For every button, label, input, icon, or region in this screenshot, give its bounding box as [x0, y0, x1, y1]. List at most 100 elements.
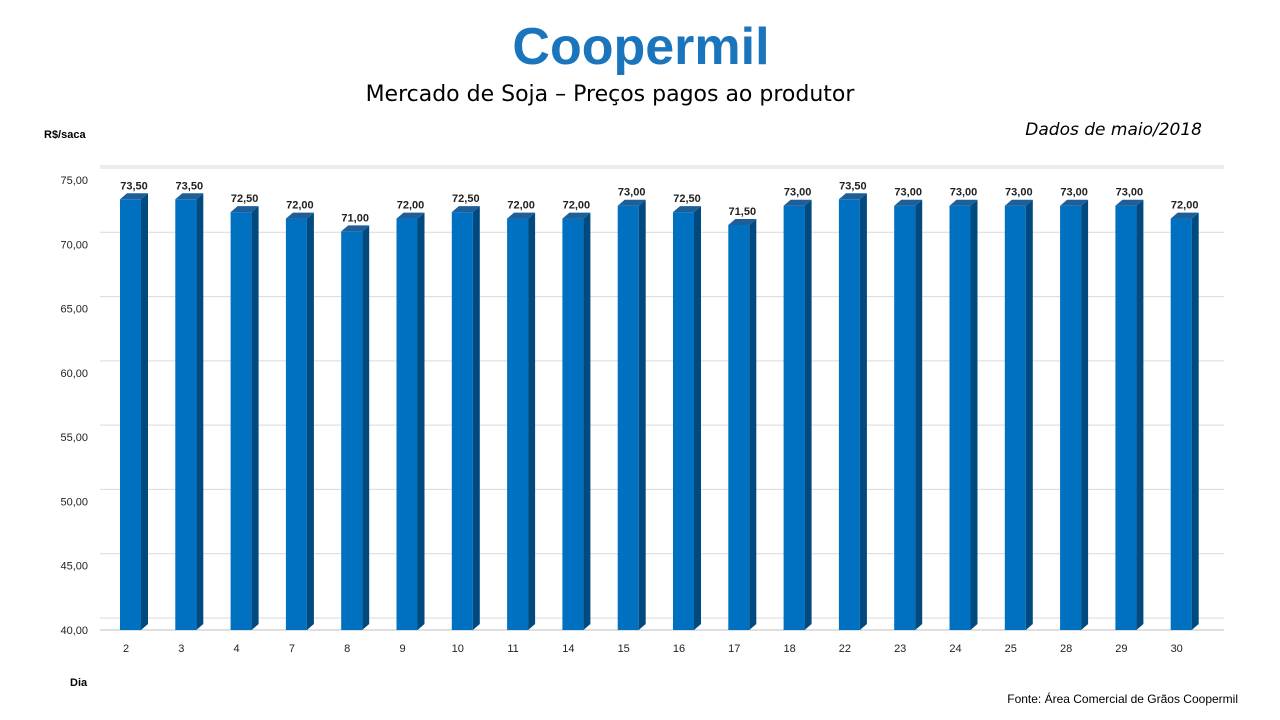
- bar: [728, 225, 750, 630]
- x-tick-label: 17: [728, 643, 740, 655]
- chart-title: Mercado de Soja – Preços pagos ao produt…: [365, 82, 855, 107]
- bar-top: [617, 199, 646, 206]
- data-label: 73,50: [839, 180, 867, 192]
- bar-top: [396, 212, 425, 219]
- data-label: 73,00: [950, 187, 978, 199]
- bar-side: [859, 193, 867, 631]
- y-tick-label: 65,00: [60, 304, 88, 316]
- bar-side: [804, 199, 812, 630]
- bar-top: [673, 206, 701, 213]
- bar-top: [783, 199, 812, 206]
- bar-side: [251, 206, 259, 630]
- y-tick-label: 55,00: [60, 432, 88, 444]
- bar-side: [970, 199, 978, 630]
- bar-side: [417, 212, 425, 631]
- bar: [396, 218, 418, 631]
- bar-side: [749, 219, 757, 630]
- data-label: 72,00: [1171, 200, 1199, 212]
- x-tick-label: 9: [399, 643, 405, 655]
- bar-side: [1191, 212, 1199, 631]
- x-tick-label: 25: [1005, 643, 1017, 655]
- x-tick-label: 4: [234, 643, 240, 655]
- coopermil-logo: Coopermil: [512, 18, 769, 76]
- bar-side: [1136, 199, 1144, 630]
- data-label: 72,50: [231, 193, 259, 205]
- data-label: 72,00: [286, 200, 314, 212]
- bar-side: [1025, 199, 1033, 630]
- x-tick-label: 11: [507, 643, 518, 655]
- bar: [617, 205, 639, 630]
- bar-top: [230, 206, 259, 213]
- x-tick-label: 22: [839, 643, 851, 655]
- y-tick-label: 40,00: [60, 625, 88, 637]
- data-label: 71,00: [341, 212, 369, 224]
- bar: [1170, 218, 1192, 631]
- data-label: 72,00: [563, 200, 591, 212]
- bar-top: [728, 219, 757, 225]
- x-tick-label: 8: [344, 643, 350, 655]
- x-tick-label: 23: [894, 643, 906, 655]
- bar: [507, 218, 529, 631]
- x-tick-label: 3: [178, 643, 184, 655]
- y-tick-label: 70,00: [60, 239, 88, 251]
- bar-top: [1060, 199, 1089, 206]
- bar-side: [915, 199, 923, 630]
- data-label: 73,00: [1005, 187, 1033, 199]
- bar-side: [694, 206, 701, 630]
- data-label: 73,50: [120, 180, 148, 192]
- y-tick-label: 60,00: [60, 368, 88, 380]
- bar-side: [528, 212, 536, 631]
- bar-top: [341, 225, 370, 232]
- chart-subtitle: Dados de maio/2018: [1025, 120, 1202, 140]
- bar: [120, 199, 141, 631]
- x-tick-label: 10: [452, 643, 464, 655]
- bar-side: [638, 199, 646, 630]
- x-tick-label: 2: [123, 643, 129, 655]
- bar: [230, 212, 252, 630]
- data-label: 73,00: [894, 187, 922, 199]
- source-note: Fonte: Área Comercial de Grãos Coopermil: [1007, 692, 1238, 706]
- bar-side: [583, 212, 591, 631]
- x-tick-label: 15: [618, 643, 630, 655]
- bar: [894, 205, 916, 630]
- x-axis-label: Dia: [70, 677, 88, 689]
- bar-side: [1081, 199, 1089, 630]
- data-label: 72,00: [507, 200, 535, 212]
- bar: [451, 212, 473, 630]
- bar-top: [451, 206, 480, 213]
- bar: [949, 205, 971, 630]
- bar-top: [120, 193, 148, 200]
- bar-side: [306, 212, 314, 631]
- bar: [341, 231, 363, 630]
- bar-top: [949, 199, 978, 206]
- bar: [1004, 205, 1026, 630]
- bar-top: [507, 212, 536, 219]
- bar: [1060, 205, 1082, 630]
- bar-top: [894, 199, 923, 206]
- x-tick-label: 7: [289, 643, 295, 655]
- bar: [175, 199, 197, 631]
- x-tick-label: 24: [949, 643, 961, 655]
- x-tick-label: 14: [562, 643, 574, 655]
- logo-text: Coopermil: [512, 18, 769, 76]
- bar: [562, 218, 584, 631]
- y-tick-label: 75,00: [60, 175, 88, 187]
- bar: [1115, 205, 1137, 630]
- x-tick-label: 29: [1115, 643, 1127, 655]
- bar-top: [1004, 199, 1033, 206]
- x-tick-label: 16: [673, 643, 685, 655]
- x-tick-label: 18: [783, 643, 795, 655]
- bar: [285, 218, 307, 631]
- bar-top: [285, 212, 314, 219]
- bar-top: [1170, 212, 1199, 219]
- data-label: 73,00: [1116, 187, 1144, 199]
- bar-side: [196, 193, 204, 631]
- data-label: 73,00: [618, 187, 646, 199]
- bar-top: [175, 193, 204, 200]
- y-tick-label: 45,00: [60, 561, 88, 573]
- x-tick-label: 28: [1060, 643, 1072, 655]
- bar: [673, 212, 694, 630]
- data-label: 73,50: [176, 180, 204, 192]
- y-tick-label: 50,00: [60, 496, 88, 508]
